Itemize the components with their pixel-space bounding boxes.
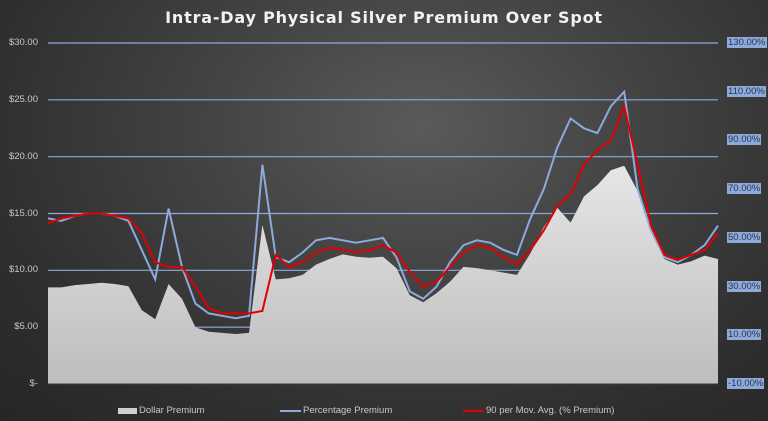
legend-swatch-dollar [118, 407, 137, 414]
left-axis-tick: $10.00 [8, 264, 38, 276]
right-axis-tick: 130.00% [727, 37, 767, 48]
left-axis-tick: $25.00 [8, 93, 38, 105]
right-axis-tick: 70.00% [727, 183, 762, 195]
legend-label-mavg: 90 per Mov. Avg. (% Premium) [486, 405, 615, 416]
right-axis-tick: -10.00% [727, 378, 765, 389]
moving-average-line [47, 102, 719, 315]
legend-label-percent: Percentage Premium [303, 405, 393, 416]
left-axis-tick: $20.00 [8, 150, 38, 162]
legend-swatch-mavg [463, 409, 484, 412]
right-axis-tick: 90.00% [727, 134, 762, 146]
legend-item-mavg: 90 per Mov. Avg. (% Premium) [463, 405, 614, 416]
legend-label-dollar: Dollar Premium [139, 405, 205, 416]
legend-item-dollar: Dollar Premium [118, 405, 204, 416]
left-axis-tick: $15.00 [8, 207, 38, 219]
legend-swatch-percent [280, 409, 301, 412]
legend-item-percent: Percentage Premium [280, 405, 392, 416]
right-axis-tick: 10.00% [727, 329, 762, 341]
right-axis-tick: 110.00% [727, 85, 766, 97]
left-axis-tick: $5.00 [14, 321, 38, 333]
legend: Dollar Premium Percentage Premium 90 per… [0, 405, 768, 419]
right-axis-tick: 50.00% [727, 231, 762, 243]
right-axis-tick: 30.00% [727, 280, 762, 292]
percentage-premium-line [47, 89, 719, 320]
chart-title: Intra-Day Physical Silver Premium Over S… [165, 8, 603, 27]
left-axis-tick: $30.00 [8, 37, 38, 48]
dollar-premium-area [48, 165, 718, 384]
left-axis-tick: $- [29, 378, 38, 389]
